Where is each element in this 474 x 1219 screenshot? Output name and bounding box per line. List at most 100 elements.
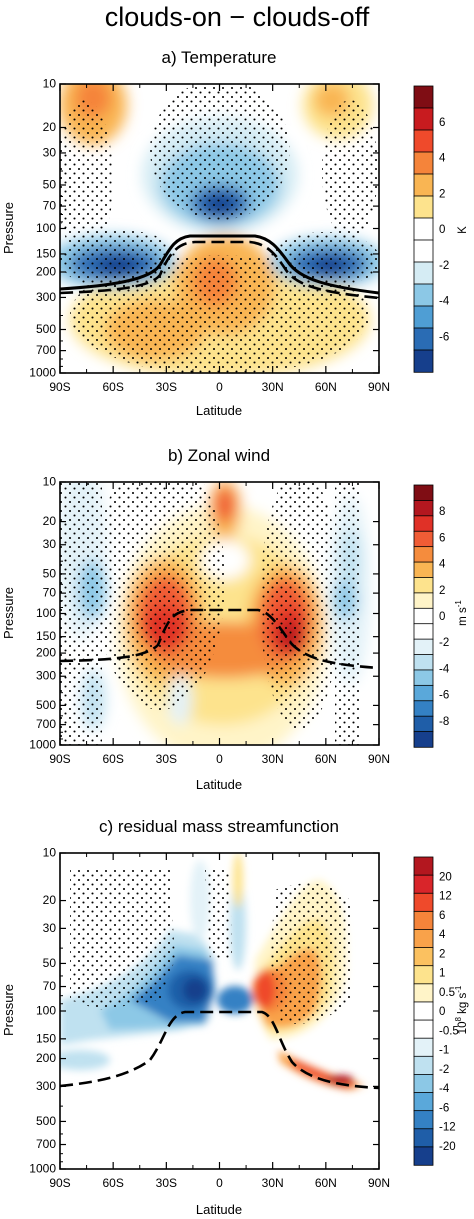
x-tick-label: 30S	[156, 752, 177, 766]
x-tick-label: 60N	[315, 752, 337, 766]
panel-a-xlabel: Latitude	[196, 403, 242, 418]
colorbar-swatch	[413, 715, 434, 733]
y-tick-label: 200	[36, 1051, 56, 1065]
panel-a-y-ticks: 10 20 30 50 70 100 150 200 300 500 700 1000	[29, 77, 379, 380]
x-tick-label: 30N	[262, 1176, 284, 1190]
panel-b-tropopause-dashed	[60, 608, 379, 670]
panel-c-tropopause-dashed	[60, 1010, 379, 1090]
colorbar-swatch	[413, 85, 434, 109]
colorbar-swatch	[413, 910, 434, 931]
x-tick-label: 90S	[49, 380, 70, 394]
colorbar-swatch	[413, 623, 434, 640]
colorbar-swatch	[413, 129, 434, 153]
colorbar-label: 2	[439, 948, 445, 960]
y-tick-label: 70	[43, 979, 57, 993]
colorbar-label: 4	[439, 559, 446, 571]
colorbar-swatch	[413, 607, 434, 625]
colorbar-label: -8	[439, 716, 449, 728]
colorbar-swatch	[413, 1092, 434, 1112]
colorbar-label: 1	[439, 968, 445, 980]
y-tick-label: 20	[43, 514, 57, 528]
colorbar-swatch	[413, 1037, 434, 1057]
y-tick-label: 500	[36, 698, 56, 712]
y-tick-label: 10	[43, 475, 57, 489]
colorbar-unit: m s-1	[454, 600, 469, 626]
colorbar-swatch	[413, 669, 434, 687]
colorbar-swatch	[413, 349, 434, 373]
panel-b-stippling	[60, 482, 360, 745]
panel-a-tropopause-dashed	[60, 240, 379, 300]
colorbar-swatch	[413, 239, 434, 263]
panel-a-field	[60, 84, 379, 373]
y-tick-label: 150	[36, 246, 56, 260]
panel-c-field	[60, 853, 379, 1169]
colorbar-label: -0.5	[439, 1025, 459, 1037]
colorbar-swatch	[413, 500, 434, 517]
panel-a-stippling	[60, 84, 379, 373]
x-tick-label: 60S	[102, 752, 123, 766]
y-tick-label: 1000	[29, 366, 56, 380]
x-tick-label: 90S	[49, 1176, 70, 1190]
colorbar-label: 4	[439, 929, 446, 941]
panel-a-colorbar: 6 4 2 0 -2 -4 -6 K	[413, 85, 469, 373]
colorbar-swatch	[413, 1110, 434, 1130]
colorbar-swatch	[413, 731, 434, 748]
y-tick-label: 50	[43, 956, 57, 970]
colorbar-swatch	[413, 217, 434, 241]
y-tick-label: 50	[43, 566, 57, 580]
panel-c-colorbar: 20 12 6 4 2 1 0.5 0 -0.5 -1 -2 -4 -6 -12 -20 108 kg s-1	[413, 856, 469, 1166]
colorbar-swatch	[413, 1128, 434, 1148]
y-tick-label: 100	[36, 221, 56, 235]
panel-a-x-ticks: 90S 60S 30S 0 30N 60N 90N	[49, 84, 390, 394]
y-tick-label: 150	[36, 629, 56, 643]
y-tick-label: 700	[36, 717, 56, 731]
y-tick-label: 300	[36, 669, 56, 683]
panel-c-stippling	[70, 870, 352, 1024]
colorbar-swatch	[413, 151, 434, 175]
colorbar-label: 2	[439, 188, 445, 200]
colorbar-swatch	[413, 173, 434, 197]
y-tick-label: 10	[43, 77, 57, 91]
y-tick-label: 500	[36, 1114, 56, 1128]
colorbar-swatch	[413, 515, 434, 532]
figure-title: clouds-on − clouds-off	[105, 2, 370, 32]
colorbar-swatch	[413, 1019, 434, 1039]
colorbar-label: 8	[439, 506, 445, 518]
y-tick-label: 200	[36, 646, 56, 660]
colorbar-swatch	[413, 856, 434, 876]
colorbar-swatch	[413, 283, 434, 307]
colorbar-swatch	[413, 561, 434, 579]
x-tick-label: 30S	[156, 380, 177, 394]
colorbar-label: -6	[439, 331, 449, 343]
x-tick-label: 60S	[102, 380, 123, 394]
colorbar-swatch	[413, 947, 434, 967]
colorbar-label: -2	[439, 1064, 449, 1076]
panel-a-title: a) Temperature	[162, 48, 277, 67]
x-tick-label: 0	[216, 380, 223, 394]
colorbar-swatch	[413, 929, 434, 949]
colorbar-swatch	[413, 484, 434, 502]
x-tick-label: 30N	[262, 380, 284, 394]
colorbar-label: 2	[439, 585, 445, 597]
panel-temperature: a) Temperature	[1, 48, 469, 418]
x-tick-label: 60S	[102, 1176, 123, 1190]
panel-b-x-ticks: 90S 60S 30S 0 30N 60N 90N	[49, 482, 390, 766]
panel-b-xlabel: Latitude	[196, 777, 242, 792]
colorbar-label: 0	[439, 1006, 445, 1018]
colorbar-swatch	[413, 261, 434, 285]
colorbar-label: 0.5	[439, 987, 455, 999]
y-tick-label: 700	[36, 1137, 56, 1151]
x-tick-label: 60N	[315, 1176, 337, 1190]
colorbar-label: -12	[439, 1122, 456, 1134]
panel-b-title: b) Zonal wind	[168, 446, 270, 465]
colorbar-swatch	[413, 546, 434, 563]
colorbar-label: -4	[439, 663, 450, 675]
colorbar-label: -2	[439, 260, 449, 272]
y-tick-label: 200	[36, 264, 56, 278]
colorbar-swatch	[413, 327, 434, 351]
y-tick-label: 30	[43, 921, 57, 935]
colorbar-label: 0	[439, 224, 445, 236]
colorbar-label: 6	[439, 532, 445, 544]
colorbar-swatch	[413, 195, 434, 219]
x-tick-label: 90N	[368, 380, 390, 394]
